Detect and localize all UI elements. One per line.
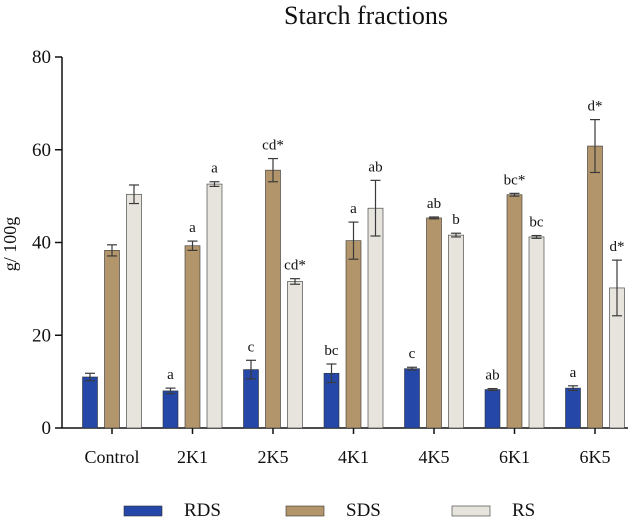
- data-label: bc*: [504, 172, 526, 188]
- data-label: bc: [324, 343, 339, 359]
- data-label: c: [248, 339, 255, 355]
- bar-rds: [162, 390, 179, 429]
- data-label: bc: [529, 215, 544, 231]
- data-label: d*: [610, 239, 625, 255]
- y-tick-label: 40: [32, 233, 51, 254]
- data-label: a: [350, 201, 357, 217]
- legend-swatch-sds: [285, 505, 325, 517]
- y-tick-label: 20: [32, 325, 51, 346]
- bar-rds: [565, 387, 581, 429]
- bar-rs: [448, 234, 464, 429]
- data-label: a: [189, 220, 196, 236]
- x-tick-label: Control: [84, 447, 139, 467]
- x-tick-label: 2K1: [177, 447, 208, 467]
- bar-sds: [506, 194, 523, 429]
- bar-rds: [404, 368, 420, 429]
- legend: RDS SDS RS: [123, 500, 535, 521]
- x-tick-label: 6K1: [499, 447, 530, 467]
- x-tick-label: 4K1: [338, 447, 369, 467]
- legend-label-sds: SDS: [346, 500, 381, 521]
- data-label: ab: [368, 159, 382, 175]
- bar-sds: [587, 145, 603, 429]
- data-label: a: [167, 367, 174, 383]
- x-tick-label: 2K5: [258, 447, 289, 467]
- bar-rs: [287, 281, 303, 429]
- data-label: ab: [485, 368, 499, 384]
- data-label: c: [409, 346, 416, 362]
- chart-title: Starch fractions: [284, 1, 448, 30]
- data-label: cd*: [284, 258, 306, 274]
- bar-sds: [265, 169, 281, 429]
- bar-sds: [345, 240, 362, 429]
- y-tick-label: 80: [32, 47, 51, 68]
- bar-rs: [367, 207, 384, 429]
- bar-sds: [184, 245, 201, 429]
- bar-rs: [206, 183, 223, 429]
- legend-label-rs: RS: [512, 500, 535, 521]
- bar-sds: [104, 250, 120, 429]
- y-tick-label: 0: [42, 418, 52, 439]
- y-axis-label: g/ 100g: [0, 217, 20, 272]
- bar-rds: [82, 376, 98, 429]
- data-label: a: [211, 161, 218, 177]
- y-tick-label: 60: [32, 140, 51, 161]
- x-tick-label: 4K5: [419, 447, 450, 467]
- data-label: ab: [427, 196, 441, 212]
- data-label: b: [452, 212, 460, 228]
- bar-sds: [426, 217, 442, 429]
- bar-rs: [528, 236, 545, 429]
- legend-label-rds: RDS: [184, 500, 221, 521]
- data-label: cd*: [262, 138, 284, 154]
- data-label: d*: [588, 99, 603, 115]
- x-tick-label: 6K5: [580, 447, 611, 467]
- bar-rds: [484, 389, 501, 429]
- bar-rs: [126, 193, 142, 429]
- legend-swatch-rds: [123, 505, 163, 517]
- data-label: a: [570, 365, 577, 381]
- legend-swatch-rs: [451, 505, 491, 517]
